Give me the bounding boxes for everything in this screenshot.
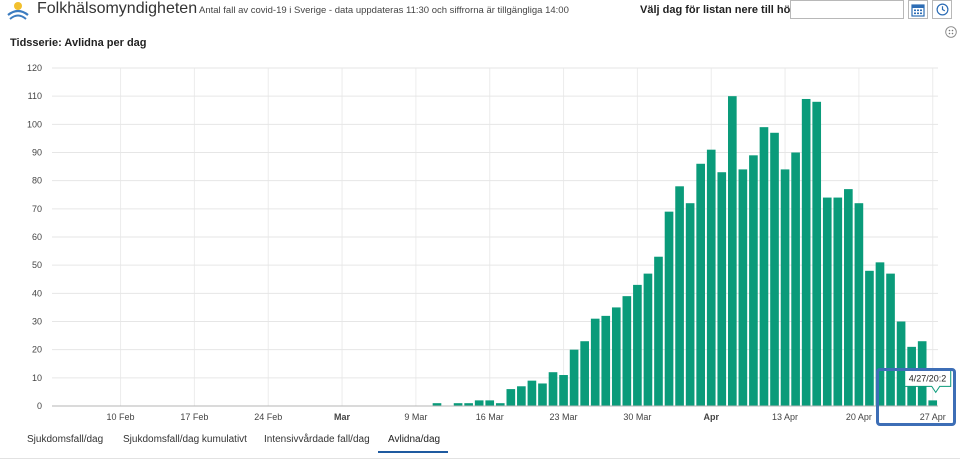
app-subtitle: Antal fall av covid-19 i Sverige - data … xyxy=(199,5,569,16)
bar-2020-03-11[interactable] xyxy=(432,403,442,406)
bar-2020-04-14[interactable] xyxy=(791,152,800,407)
tooltip-text: 4/27/20:2 xyxy=(909,373,947,383)
tab-avlidna-dag[interactable]: Avlidna/dag xyxy=(388,434,441,445)
bar-2020-04-19[interactable] xyxy=(844,189,853,406)
bar-2020-03-16[interactable] xyxy=(485,400,495,406)
bar-2020-03-21[interactable] xyxy=(538,383,547,406)
bar-2020-03-29[interactable] xyxy=(622,296,632,406)
y-axis-labels: 0 10 20 30 40 50 60 70 80 90 100 110 120 xyxy=(27,63,42,411)
bar-2020-03-22[interactable] xyxy=(548,372,558,406)
horizontal-gridlines xyxy=(52,67,938,407)
options-icon[interactable] xyxy=(945,26,957,38)
tab-intensivvardade[interactable]: Intensivvårdade fall/dag xyxy=(264,434,370,445)
bar-2020-04-16[interactable] xyxy=(812,101,822,407)
bar-2020-03-27[interactable] xyxy=(601,315,611,406)
x-tick-label: Apr xyxy=(703,412,719,422)
bar-2020-03-26[interactable] xyxy=(590,318,600,406)
tab-bar: Sjukdomsfall/dag Sjukdomsfall/dag kumula… xyxy=(0,428,960,461)
bar-2020-04-10[interactable] xyxy=(749,155,758,406)
bar-2020-03-28[interactable] xyxy=(611,307,621,406)
bar-2020-04-23[interactable] xyxy=(886,273,895,406)
y-tick-label: 90 xyxy=(32,148,42,158)
app-title: Folkhälsomyndigheten xyxy=(37,0,198,17)
bar-2020-04-21[interactable] xyxy=(865,270,874,406)
bar-2020-04-07[interactable] xyxy=(717,172,727,406)
y-tick-label: 10 xyxy=(32,373,42,383)
y-tick-label: 50 xyxy=(32,260,42,270)
bar-2020-04-12[interactable] xyxy=(770,132,779,406)
bar-2020-03-19[interactable] xyxy=(517,386,526,406)
bar-2020-04-01[interactable] xyxy=(654,256,663,406)
bar-2020-04-27[interactable] xyxy=(928,400,938,406)
y-tick-label: 0 xyxy=(37,401,42,411)
x-tick-label: 9 Mar xyxy=(404,412,427,422)
date-input[interactable] xyxy=(790,0,904,19)
bar-tooltip: 4/27/20:2 xyxy=(904,369,952,394)
app-header: Folkhälsomyndigheten Antal fall av covid… xyxy=(0,0,960,24)
y-tick-label: 100 xyxy=(27,119,42,129)
series-title: Tidsserie: Avlidna per dag xyxy=(10,37,147,49)
deaths-per-day-chart: 0 10 20 30 40 50 60 70 80 90 100 110 120 10 Feb 17 Fe… xyxy=(27,63,952,422)
bar-2020-04-02[interactable] xyxy=(664,211,674,406)
bar-2020-03-17[interactable] xyxy=(495,403,505,406)
bar-2020-04-06[interactable] xyxy=(706,149,716,406)
bar-2020-04-18[interactable] xyxy=(833,197,843,406)
x-tick-label: 10 Feb xyxy=(107,412,135,422)
bar-2020-03-31[interactable] xyxy=(643,273,653,406)
bar-2020-04-13[interactable] xyxy=(780,169,790,406)
x-tick-label: 17 Feb xyxy=(180,412,208,422)
clock-icon xyxy=(936,3,948,16)
y-tick-label: 40 xyxy=(32,288,42,298)
x-axis: 10 Feb 17 Feb 24 Feb Mar 9 Mar 16 Mar 23 Mar 30… xyxy=(52,405,946,422)
bar-2020-03-15[interactable] xyxy=(474,400,484,406)
bars xyxy=(432,96,938,407)
bar-2020-04-22[interactable] xyxy=(875,262,885,406)
bar-2020-04-20[interactable] xyxy=(854,203,864,406)
bar-2020-04-03[interactable] xyxy=(675,186,684,406)
y-tick-label: 80 xyxy=(32,176,42,186)
active-tab-indicator xyxy=(378,451,448,453)
x-tick-label: 24 Feb xyxy=(254,412,282,422)
calendar-button[interactable] xyxy=(908,0,928,19)
bar-2020-04-15[interactable] xyxy=(801,98,811,407)
x-tick-label: 23 Mar xyxy=(550,412,578,422)
calendar-icon xyxy=(911,3,925,17)
x-tick-label: Mar xyxy=(334,412,351,422)
bar-2020-03-24[interactable] xyxy=(569,349,579,406)
bar-2020-03-20[interactable] xyxy=(527,380,537,406)
tab-sjukdomsfall-dag[interactable]: Sjukdomsfall/dag xyxy=(27,434,104,445)
bar-2020-04-08[interactable] xyxy=(728,96,737,407)
tooltip-background xyxy=(904,369,952,394)
bar-2020-04-09[interactable] xyxy=(738,169,748,406)
bar-2020-04-11[interactable] xyxy=(759,127,769,407)
x-tick-label: 27 Apr xyxy=(920,412,946,422)
bar-2020-04-17[interactable] xyxy=(822,197,832,406)
x-tick-label: 20 Apr xyxy=(846,412,872,422)
date-picker-label: Välj dag för listan nere till höger: xyxy=(640,4,812,16)
bar-2020-04-24[interactable] xyxy=(896,321,906,407)
bar-2020-03-30[interactable] xyxy=(633,284,642,406)
x-tick-label: 13 Apr xyxy=(772,412,798,422)
bar-2020-03-18[interactable] xyxy=(506,389,516,406)
bar-2020-04-05[interactable] xyxy=(696,163,705,406)
y-tick-label: 70 xyxy=(32,204,42,214)
bar-2020-04-04[interactable] xyxy=(685,203,695,406)
x-tick-label: 30 Mar xyxy=(623,412,651,422)
bar-2020-03-25[interactable] xyxy=(580,341,589,406)
y-tick-label: 20 xyxy=(32,345,42,355)
y-tick-label: 120 xyxy=(27,63,42,73)
clock-button[interactable] xyxy=(932,0,952,19)
tab-sjukdomsfall-kumulativt[interactable]: Sjukdomsfall/dag kumulativt xyxy=(123,434,247,445)
tab-bar-divider xyxy=(0,458,960,459)
bar-2020-03-13[interactable] xyxy=(453,403,463,406)
y-tick-label: 110 xyxy=(28,91,42,101)
y-tick-label: 30 xyxy=(32,317,42,327)
logo-icon xyxy=(7,2,29,20)
bar-2020-03-14[interactable] xyxy=(464,403,473,406)
x-tick-label: 16 Mar xyxy=(476,412,504,422)
y-tick-label: 60 xyxy=(32,232,42,242)
highlight-box xyxy=(876,368,956,426)
bar-2020-03-23[interactable] xyxy=(559,375,568,406)
